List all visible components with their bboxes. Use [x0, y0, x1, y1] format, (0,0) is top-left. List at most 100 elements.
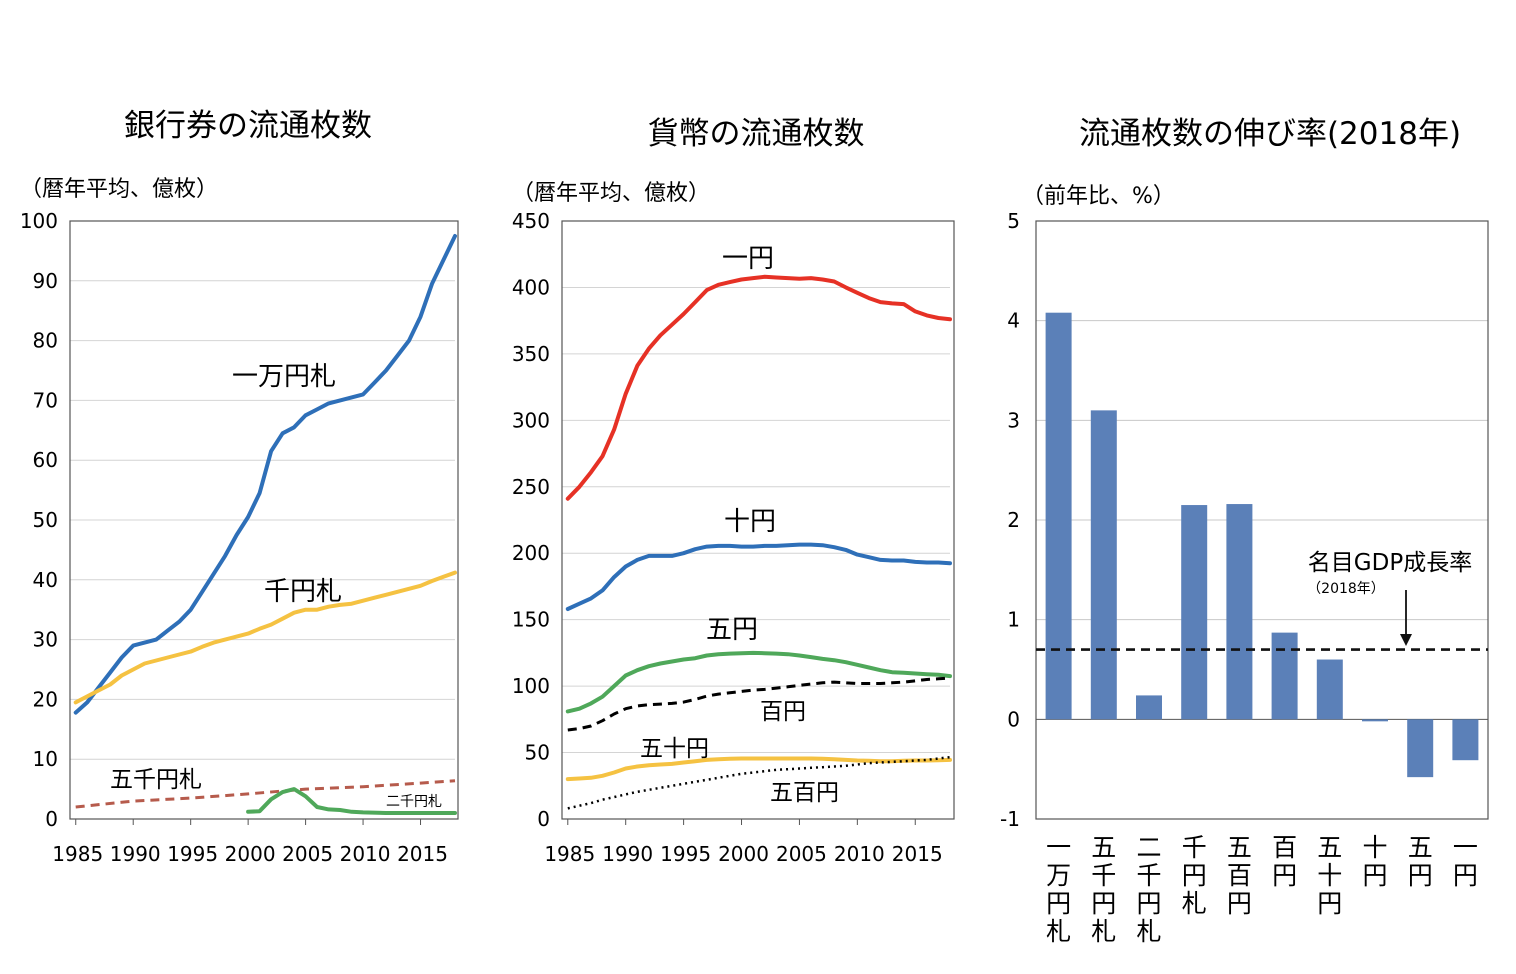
- category-label: 二千円札: [1136, 833, 1161, 946]
- x-tick-label: 1995: [167, 842, 218, 866]
- growth-bar: [1316, 659, 1343, 720]
- x-tick-label: 1990: [110, 842, 161, 866]
- coin-series: [565, 274, 952, 810]
- category-label: 五千円札: [1091, 833, 1116, 946]
- growth-bars: [1045, 312, 1479, 778]
- y-tick-label: 4: [1007, 309, 1020, 333]
- growth-bar: [1271, 632, 1298, 720]
- y-tick-label: 1: [1007, 608, 1020, 632]
- category-label: 一円: [1453, 833, 1478, 890]
- category-label: 五百円: [1227, 833, 1252, 918]
- x-tick-label: 2010: [340, 842, 391, 866]
- y-tick-label: 150: [512, 608, 550, 632]
- gdp-growth-sublabel: （2018年）: [1307, 581, 1385, 597]
- y-tick-label: 350: [512, 342, 550, 366]
- series-line: [565, 756, 952, 782]
- growth-chart-unit: （前年比、%）: [1022, 184, 1175, 209]
- series-label-100yen: 百円: [760, 699, 806, 725]
- y-tick-label: 0: [45, 807, 58, 831]
- y-tick-label: 100: [20, 209, 58, 233]
- x-tick-label: 2005: [776, 842, 827, 866]
- coin-chart-unit: （暦年平均、億枚）: [512, 181, 710, 206]
- series-label-10yen: 十円: [724, 507, 776, 537]
- banknote-chart: 銀行券の流通枚数 （暦年平均、億枚） 100 90 80 70 60 50 40…: [20, 108, 459, 866]
- growth-plot-frame: [1035, 220, 1489, 820]
- growth-bar: [1226, 504, 1253, 720]
- y-tick-label: 90: [33, 269, 58, 293]
- growth-bar: [1181, 505, 1208, 720]
- banknote-chart-unit: （暦年平均、億枚）: [20, 177, 218, 202]
- coin-x-ticks: 1985 1990 1995 2000 2005 2010 2015: [544, 842, 942, 866]
- y-tick-label: 10: [33, 747, 58, 771]
- series-label-1yen: 一円: [722, 244, 774, 274]
- coin-gridlines: [562, 286, 950, 825]
- x-tick-label: 2000: [225, 842, 276, 866]
- category-label: 一万円札: [1046, 833, 1071, 946]
- y-tick-label: 450: [512, 209, 550, 233]
- series-label-1000yen: 千円札: [264, 577, 342, 607]
- y-tick-label: 70: [33, 388, 58, 412]
- series-label-5yen: 五円: [706, 615, 758, 645]
- y-tick-label: 80: [33, 329, 58, 353]
- growth-chart-title: 流通枚数の伸び率(2018年): [1079, 116, 1461, 152]
- banknote-x-ticks: 1985 1990 1995 2000 2005 2010 2015: [52, 842, 448, 866]
- x-tick-label: 2015: [892, 842, 943, 866]
- x-tick-label: 2015: [397, 842, 448, 866]
- category-label: 千円札: [1182, 833, 1207, 918]
- series-line: [567, 676, 951, 732]
- coin-plot-frame: [561, 220, 955, 820]
- series-line: [73, 570, 457, 705]
- series-line: [567, 755, 951, 810]
- banknote-chart-title: 銀行券の流通枚数: [124, 108, 372, 144]
- x-tick-label: 1995: [660, 842, 711, 866]
- y-tick-label: 0: [537, 807, 550, 831]
- series-label-50yen: 五十円: [640, 736, 709, 762]
- x-tick-label: 2000: [718, 842, 769, 866]
- growth-bar: [1452, 719, 1479, 761]
- coin-chart: 貨幣の流通枚数 （暦年平均、億枚） 450 400 350 300 250 20…: [512, 116, 955, 866]
- growth-bar: [1362, 719, 1388, 722]
- y-tick-label: -1: [1000, 807, 1020, 831]
- y-tick-label: 30: [33, 628, 58, 652]
- y-tick-label: 20: [33, 687, 58, 711]
- x-tick-label: 1985: [52, 842, 103, 866]
- series-line: [73, 234, 457, 715]
- y-tick-label: 60: [33, 448, 58, 472]
- series-label-5000yen: 五千円札: [110, 767, 202, 793]
- series-line: [565, 542, 952, 611]
- y-tick-label: 5: [1007, 209, 1020, 233]
- x-tick-label: 2010: [834, 842, 885, 866]
- series-label-10000yen: 一万円札: [232, 362, 336, 392]
- x-tick-label: 1990: [602, 842, 653, 866]
- growth-bar: [1090, 410, 1117, 720]
- x-tick-label: 2005: [282, 842, 333, 866]
- series-line: [565, 650, 952, 714]
- y-tick-label: 250: [512, 475, 550, 499]
- series-line: [75, 779, 456, 809]
- y-tick-label: 2: [1007, 508, 1020, 532]
- y-tick-label: 40: [33, 568, 58, 592]
- banknote-plot-frame: [69, 220, 459, 820]
- series-line: [246, 787, 457, 815]
- gdp-growth-label: 名目GDP成長率: [1308, 550, 1472, 576]
- y-tick-label: 3: [1007, 408, 1020, 432]
- coin-chart-title: 貨幣の流通枚数: [648, 116, 865, 152]
- y-tick-label: 50: [33, 508, 58, 532]
- banknote-series: [73, 234, 457, 815]
- category-label: 五十円: [1317, 833, 1342, 918]
- banknote-y-ticks: 100 90 80 70 60 50 40 30 20 10 0: [20, 209, 58, 831]
- series-label-500yen: 五百円: [770, 780, 839, 806]
- series-label-2000yen: 二千円札: [386, 794, 442, 810]
- down-arrow-icon: [1400, 590, 1412, 646]
- growth-chart: 流通枚数の伸び率(2018年) （前年比、%） 5 4 3 2 1 0 -1 一…: [1000, 116, 1489, 946]
- growth-bar: [1407, 719, 1434, 778]
- category-label: 十円: [1362, 833, 1387, 890]
- x-tick-label: 1985: [544, 842, 595, 866]
- y-tick-label: 200: [512, 541, 550, 565]
- series-line: [565, 274, 952, 501]
- coin-y-ticks: 450 400 350 300 250 200 150 100 50 0: [512, 209, 550, 831]
- category-label: 百円: [1272, 833, 1297, 890]
- y-tick-label: 0: [1007, 707, 1020, 731]
